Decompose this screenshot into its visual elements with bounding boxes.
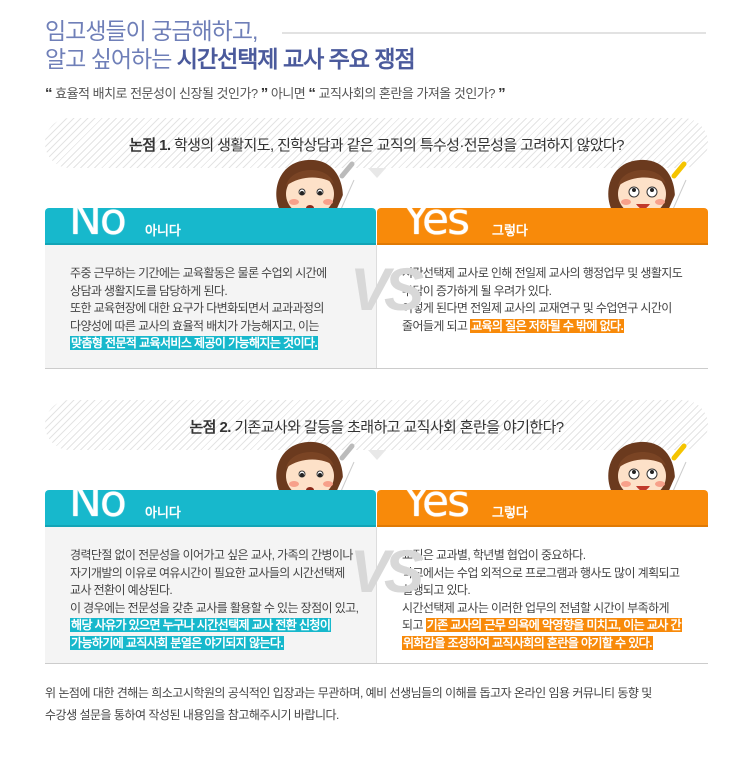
body-line: 이 경우에는 전문성을 갖춘 교사를 활용할 수 있는 장점이 있고, bbox=[70, 600, 359, 615]
happy-girl-illustration bbox=[608, 441, 690, 500]
body-line-lead: 되고 bbox=[402, 618, 426, 633]
yes-header: Yes 그렇다 bbox=[377, 476, 708, 527]
issue-question: 학생의 생활지도, 진학상담과 같은 교직의 특수성·전문성을 고려하지 않았다… bbox=[170, 137, 624, 154]
title-line-2: 알고 싶어하는 시간선택제 교사 주요 쟁점 bbox=[45, 46, 416, 72]
body-line: 시간선택제 교사는 이러한 업무의 전념할 시간이 부족하게 bbox=[402, 600, 670, 615]
issue-title: 논점 2. 기존교사와 갈등을 초래하고 교직사회 혼란을 야기한다? bbox=[45, 416, 708, 437]
highlighted-text: 교육의 질은 저하될 수 밖에 없다. bbox=[470, 318, 625, 333]
title-bold: 시간선택제 교사 주요 쟁점 bbox=[176, 46, 416, 72]
no-logo: No bbox=[69, 194, 127, 245]
footer-line: 수강생 설문을 통하여 작성된 내용임을 참고해주시기 바랍니다. bbox=[45, 708, 339, 722]
highlighted-text: 맞춤형 전문적 교육서비스 제공이 가능해지는 것이다. bbox=[70, 336, 319, 351]
yes-label: 그렇다 bbox=[492, 505, 528, 520]
body-line: 교직은 교과별, 학년별 협업이 중요하다. bbox=[402, 548, 586, 562]
highlighted-text: 해당 사유가 있으면 누구나 시간선택제 교사 전환 신청이 bbox=[70, 618, 332, 633]
body-line: 실행되고 있다. bbox=[402, 583, 471, 598]
subtitle-mid: 아니면 bbox=[267, 86, 309, 101]
body-line: 이렇게 된다면 전일제 교사의 교재연구 및 수업연구 시간이 bbox=[402, 301, 672, 316]
body-line: 자기개발의 이유로 여유시간이 필요한 교사들의 시간선택제 bbox=[70, 565, 345, 580]
subtitle-q1: 효율적 배치로 전문성이 신장될 것인가? bbox=[52, 86, 261, 101]
issue-banner-2: 논점 2. 기존교사와 갈등을 초래하고 교직사회 혼란을 야기한다? bbox=[45, 400, 708, 450]
issue-title: 논점 1. 학생의 생활지도, 진학상담과 같은 교직의 특수성·전문성을 고려… bbox=[45, 134, 708, 155]
highlighted-text: 기존 교사의 근무 의욕에 악영향을 미치고, 이는 교사 간 bbox=[425, 618, 682, 633]
issue-number: 논점 1. bbox=[129, 137, 171, 154]
yes-argument: 교직은 교과별, 학년별 협업이 중요하다. 학교에서는 수업 외적으로 프로그램… bbox=[377, 527, 708, 663]
body-line: 학교에서는 수업 외적으로 프로그램과 행사도 많이 계획되고 bbox=[402, 565, 680, 580]
yes-character bbox=[600, 156, 692, 223]
issue-question: 기존교사와 갈등을 초래하고 교직사회 혼란을 야기한다? bbox=[230, 419, 564, 436]
no-label: 아니다 bbox=[145, 505, 181, 520]
yes-header: Yes 그렇다 bbox=[377, 194, 708, 245]
vs-mark: VS bbox=[350, 538, 424, 605]
yes-character bbox=[600, 438, 692, 505]
quote-close: ” bbox=[260, 85, 269, 102]
body-line: 주중 근무하는 기간에는 교육활동은 물론 수업외 시간에 bbox=[70, 266, 327, 280]
no-header: No 아니다 bbox=[45, 194, 376, 245]
no-label: 아니다 bbox=[145, 223, 181, 238]
quote-open: “ bbox=[308, 85, 316, 102]
highlighted-text: 가능하기에 교직사회 분열은 야기되지 않는다. bbox=[70, 635, 285, 650]
no-header: No 아니다 bbox=[45, 476, 376, 527]
banner-tail bbox=[368, 450, 386, 460]
banner-tail bbox=[368, 168, 386, 178]
issue-banner-1: 논점 1. 학생의 생활지도, 진학상담과 같은 교직의 특수성·전문성을 고려… bbox=[45, 118, 708, 168]
no-character bbox=[268, 438, 360, 505]
body-line: 다양성에 따른 교사의 효율적 배치가 가능해지고, 이는 bbox=[70, 318, 319, 333]
vs-mark: VS bbox=[350, 256, 424, 323]
worried-girl-illustration bbox=[276, 441, 358, 500]
subtitle: “ 효율적 배치로 전문성이 신장될 것인가? ” 아니면 “ 교직사회의 혼란… bbox=[45, 83, 506, 102]
quote-open: “ bbox=[45, 85, 53, 102]
section-divider bbox=[45, 368, 708, 369]
body-line: 부담이 증가하게 될 우려가 있다. bbox=[402, 283, 552, 298]
body-line: 교사 전환이 예상된다. bbox=[70, 583, 173, 598]
title-line-1: 임고생들이 궁금해하고, bbox=[45, 18, 258, 44]
body-line: 경력단절 없이 전문성을 이어가고 싶은 교사, 가족의 간병이나 bbox=[70, 548, 353, 562]
body-line: 또한 교육현장에 대한 요구가 다변화되면서 교과과정의 bbox=[70, 301, 324, 316]
highlighted-text: 위화감을 조성하여 교직사회의 혼란을 야기할 수 있다. bbox=[402, 635, 653, 650]
body-line-lead: 줄어들게 되고 bbox=[402, 318, 471, 333]
subtitle-q2: 교직사회의 혼란을 가져올 것인가? bbox=[315, 86, 499, 101]
worried-girl-illustration bbox=[276, 159, 358, 218]
footer-note: 위 논점에 대한 견해는 희소고시학원의 공식적인 입장과는 무관하며, 예비 … bbox=[45, 682, 715, 726]
title-light: 알고 싶어하는 bbox=[45, 46, 177, 72]
yes-label: 그렇다 bbox=[492, 223, 528, 238]
issue-number: 논점 2. bbox=[189, 419, 231, 436]
happy-girl-illustration bbox=[608, 159, 690, 218]
footer-line: 위 논점에 대한 견해는 희소고시학원의 공식적인 입장과는 무관하며, 예비 … bbox=[45, 686, 652, 700]
no-character bbox=[268, 156, 360, 223]
no-logo: No bbox=[69, 476, 127, 527]
yes-logo: Yes bbox=[403, 194, 470, 245]
body-line: 시간선택제 교사로 인해 전일제 교사의 행정업무 및 생활지도 bbox=[402, 266, 683, 280]
quote-close: ” bbox=[498, 85, 506, 102]
body-line: 상담과 생활지도를 담당하게 된다. bbox=[70, 283, 228, 298]
yes-logo: Yes bbox=[403, 476, 470, 527]
title-divider bbox=[282, 32, 706, 34]
section-divider bbox=[45, 663, 708, 664]
